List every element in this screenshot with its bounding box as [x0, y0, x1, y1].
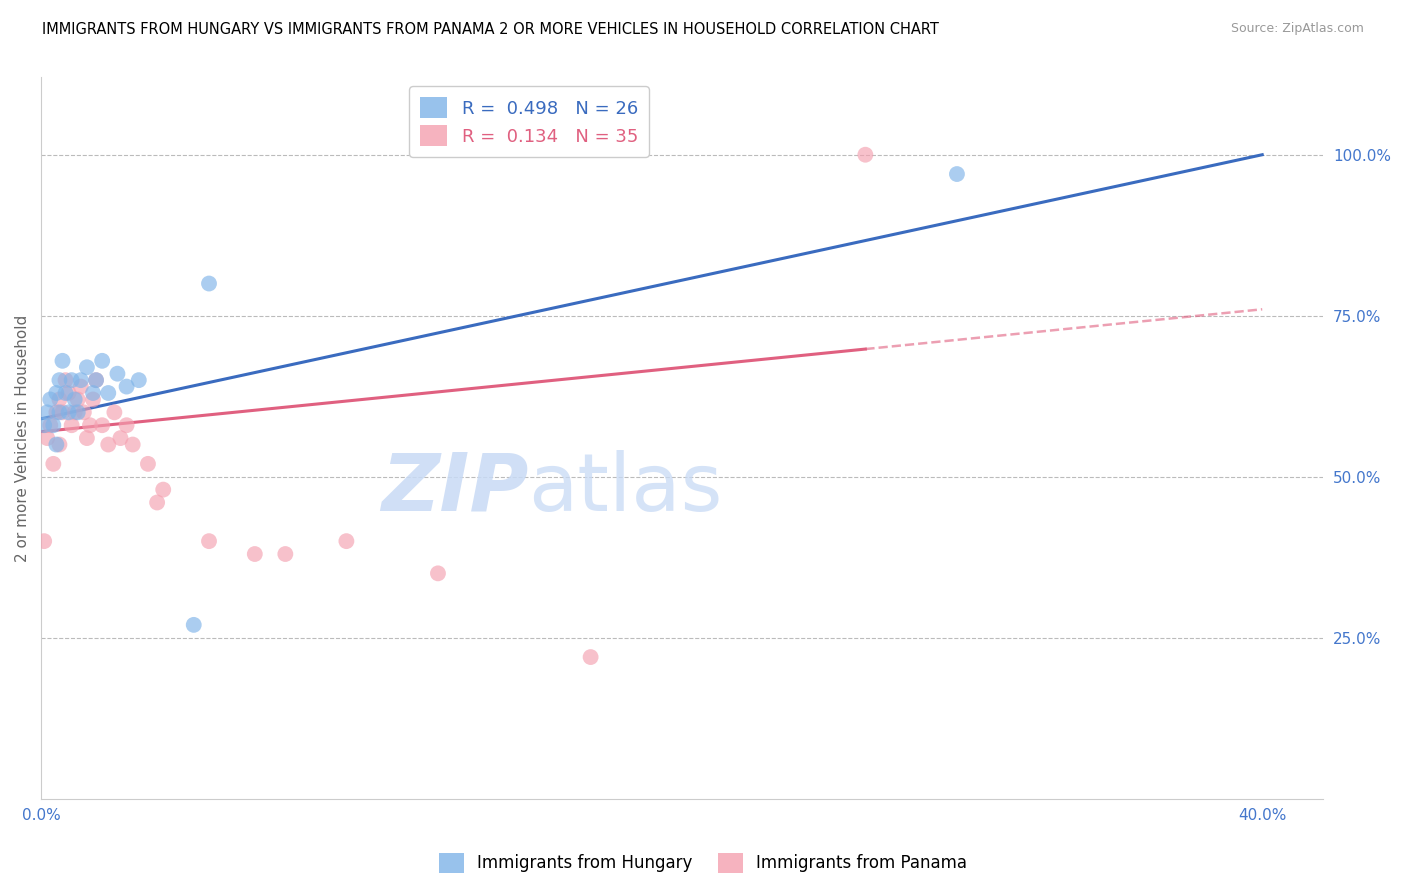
Point — [58, 386, 80, 401]
Point — [115, 418, 138, 433]
Point — [579, 650, 602, 665]
Point — [121, 437, 143, 451]
Point — [91, 418, 114, 433]
Point — [55, 386, 77, 401]
Point — [60, 418, 83, 433]
Point — [110, 431, 132, 445]
Point — [136, 457, 159, 471]
Point — [39, 418, 62, 433]
Text: ZIP: ZIP — [381, 450, 529, 527]
Point — [66, 405, 89, 419]
Text: IMMIGRANTS FROM HUNGARY VS IMMIGRANTS FROM PANAMA 2 OR MORE VEHICLES IN HOUSEHOL: IMMIGRANTS FROM HUNGARY VS IMMIGRANTS FR… — [42, 22, 939, 37]
Point — [66, 392, 89, 407]
Point — [91, 354, 114, 368]
Point — [69, 373, 91, 387]
Point — [115, 379, 138, 393]
Point — [198, 534, 221, 549]
Point — [60, 373, 83, 387]
Point — [274, 547, 297, 561]
Y-axis label: 2 or more Vehicles in Household: 2 or more Vehicles in Household — [15, 315, 30, 562]
Point — [48, 392, 70, 407]
Point — [152, 483, 174, 497]
Point — [45, 386, 67, 401]
Point — [58, 405, 80, 419]
Text: atlas: atlas — [529, 450, 723, 527]
Point — [335, 534, 357, 549]
Point — [48, 437, 70, 451]
Point — [51, 354, 73, 368]
Legend: Immigrants from Hungary, Immigrants from Panama: Immigrants from Hungary, Immigrants from… — [432, 847, 974, 880]
Point — [79, 418, 101, 433]
Legend: R =  0.498   N = 26, R =  0.134   N = 35: R = 0.498 N = 26, R = 0.134 N = 35 — [409, 87, 648, 157]
Point — [55, 373, 77, 387]
Point — [32, 534, 55, 549]
Point — [97, 437, 120, 451]
Point — [82, 386, 104, 401]
Point — [48, 373, 70, 387]
Point — [32, 418, 55, 433]
Point — [63, 392, 86, 407]
Point — [39, 392, 62, 407]
Point — [84, 373, 107, 387]
Point — [243, 547, 266, 561]
Point — [69, 379, 91, 393]
Point — [45, 405, 67, 419]
Point — [427, 566, 450, 581]
Point — [146, 495, 169, 509]
Point — [45, 437, 67, 451]
Point — [198, 277, 221, 291]
Point — [37, 431, 59, 445]
Point — [42, 457, 65, 471]
Point — [183, 618, 205, 632]
Point — [51, 405, 73, 419]
Point — [946, 167, 969, 181]
Point — [103, 405, 125, 419]
Point — [82, 392, 104, 407]
Point — [42, 418, 65, 433]
Point — [76, 360, 98, 375]
Point — [37, 405, 59, 419]
Point — [128, 373, 150, 387]
Point — [107, 367, 129, 381]
Point — [853, 147, 876, 161]
Point — [84, 373, 107, 387]
Point — [73, 405, 96, 419]
Point — [97, 386, 120, 401]
Text: Source: ZipAtlas.com: Source: ZipAtlas.com — [1230, 22, 1364, 36]
Point — [76, 431, 98, 445]
Point — [63, 405, 86, 419]
Point — [48, 405, 70, 419]
